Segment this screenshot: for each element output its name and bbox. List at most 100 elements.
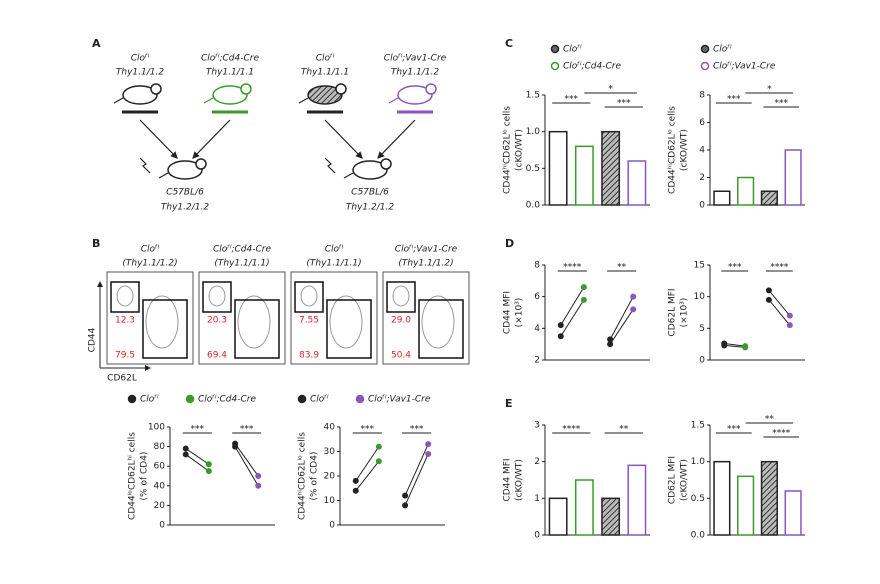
donor-mouse-head	[150, 83, 162, 95]
y-axis-label: CD44ʰⁱCD62Lˡᵒ cells	[668, 106, 678, 194]
y-tick-label: 2	[534, 457, 540, 467]
flow-y-axis: CD44	[88, 327, 98, 352]
sig-label: ****	[562, 425, 581, 435]
point	[425, 450, 432, 457]
arrow	[192, 119, 231, 159]
donor-allotype: Thy1.1/1.1	[301, 68, 349, 78]
flow-plot	[290, 271, 378, 365]
panel-label: E	[505, 397, 513, 410]
pair-line	[355, 446, 380, 482]
arrow	[377, 119, 416, 159]
gate	[110, 281, 140, 313]
donor-mouse-tail	[203, 97, 214, 104]
y-tick-label: 40	[154, 481, 166, 491]
pair-line	[234, 446, 259, 487]
gate	[326, 299, 372, 359]
legend-marker	[700, 61, 710, 71]
y-tick-label: 6	[534, 292, 540, 302]
arrow	[324, 119, 363, 159]
pair-line	[724, 344, 746, 348]
point	[580, 284, 587, 291]
point	[352, 477, 359, 484]
pair-line	[560, 286, 585, 326]
recipient-mouse	[167, 160, 203, 180]
y-tick-label: 60	[154, 462, 166, 472]
legend-marker	[297, 394, 307, 404]
bar	[713, 460, 731, 536]
gate-value: 29.0	[391, 316, 411, 326]
y-axis-unit: (cKO/WT)	[515, 459, 525, 501]
point	[721, 342, 728, 349]
bar	[601, 130, 621, 206]
flow-contour	[208, 285, 226, 307]
bar	[574, 145, 594, 206]
bar	[760, 460, 778, 536]
sig-label: ***	[565, 95, 579, 105]
irradiation	[324, 157, 336, 174]
y-tick-label: 80	[154, 442, 166, 452]
bar	[627, 160, 647, 206]
irradiation	[139, 157, 151, 174]
gate	[418, 299, 464, 359]
donor-mouse	[122, 85, 158, 105]
arrow	[139, 119, 178, 159]
pair-line	[185, 448, 210, 465]
y-axis-label: CD44ʰⁱCD62Lˡᵒ cells	[503, 106, 513, 194]
panel-label: A	[92, 37, 101, 50]
sig-label: ***	[775, 99, 789, 109]
legend-marker	[700, 44, 710, 54]
sig-label: *	[767, 85, 772, 95]
sig-label: ***	[727, 95, 741, 105]
flow-contour	[421, 295, 455, 349]
y-tick-label: 0.5	[526, 164, 540, 174]
flow-contour	[300, 285, 318, 307]
y-tick-label: 1.5	[526, 91, 540, 101]
bar	[784, 149, 802, 206]
gate-value: 69.4	[207, 351, 227, 361]
sig-label: ****	[770, 263, 789, 273]
recipient-allotype: Thy1.2/1.2	[161, 203, 209, 213]
bar	[627, 464, 647, 536]
donor-mouse	[307, 85, 343, 105]
point	[630, 293, 637, 300]
y-tick-label: 0	[699, 201, 705, 211]
recipient-strain: C57BL/6	[166, 188, 204, 198]
bar	[548, 497, 568, 536]
donor-mouse-tail	[388, 97, 399, 104]
sig-label: **	[765, 415, 775, 425]
y-tick-label: 0	[534, 531, 540, 541]
point	[182, 451, 189, 458]
donor-mouse	[397, 85, 433, 105]
y-tick-label: 1.0	[691, 457, 706, 467]
point	[182, 445, 189, 452]
legend-label: Cloᶠˡ	[563, 45, 582, 55]
y-axis-unit: (% of CD4)	[140, 452, 150, 501]
donor-genotype: Cloᶠˡ;Vav1-Cre	[384, 54, 447, 64]
point	[352, 487, 359, 494]
pair-line	[768, 290, 791, 316]
bar	[574, 479, 594, 536]
y-tick-label: 4	[699, 146, 705, 156]
flow-allotype: (Thy1.1/1.2)	[122, 259, 177, 269]
sig-label: **	[619, 425, 629, 435]
donor-mouse-tail	[298, 97, 309, 104]
legend-label: Cloᶠˡ;Cd4-Cre	[198, 395, 256, 405]
recipient-allotype: Thy1.2/1.2	[346, 203, 394, 213]
sig-label: ****	[772, 429, 791, 439]
point	[765, 287, 772, 294]
recipient-mouse-tail	[158, 172, 169, 179]
donor-mouse-head	[240, 83, 252, 95]
point	[557, 322, 564, 329]
legend-marker	[127, 394, 137, 404]
point	[765, 296, 772, 303]
legend-label: Cloᶠˡ	[713, 45, 732, 55]
pair-line	[185, 454, 210, 472]
legend-label: Cloᶠˡ;Vav1-Cre	[713, 62, 776, 72]
pair-line	[404, 443, 429, 496]
point	[205, 461, 212, 468]
sig-label: ***	[617, 99, 631, 109]
y-axis-unit: (cKO/WT)	[680, 129, 690, 171]
bar	[548, 130, 568, 206]
y-axis-label: CD44 MFI	[503, 291, 513, 334]
point	[580, 296, 587, 303]
